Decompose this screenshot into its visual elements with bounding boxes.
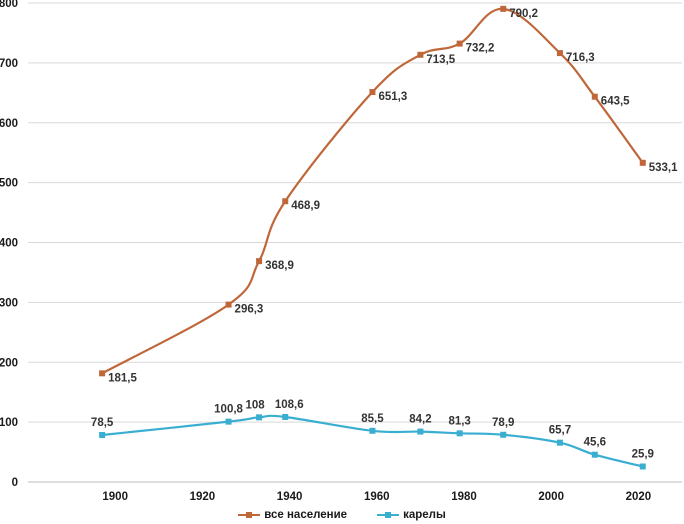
data-label-series-1-1933: 108 [245, 399, 265, 411]
axes: 0 100 200 300 400 500 600 700 800 1900 1920 1940 196… [0, 0, 651, 503]
series-1-marker-1970 [417, 428, 424, 435]
series-1-marker-2010 [591, 451, 598, 458]
series-line-0 [101, 7, 644, 375]
x-tick-label-1900: 1900 [102, 491, 128, 503]
series-0-marker-1979 [456, 40, 463, 47]
legend-entry-vse-naselenie: все население [238, 509, 347, 521]
data-label-series-1-2010: 45,6 [584, 437, 606, 449]
legend-label-vse-naselenie: все население [264, 509, 348, 521]
gridlines [28, 2, 682, 483]
series-line-1 [101, 414, 644, 468]
data-label-series-1-1897: 78,5 [91, 417, 114, 429]
data-label-series-0-1939: 468,9 [291, 200, 320, 212]
data-labels: 181,5 296,3 368,9 468,9 651,3 713,5 732,2 790,2… [91, 8, 678, 461]
series-1-marker-1989 [500, 431, 507, 438]
data-label-series-0-1959: 651,3 [378, 91, 407, 103]
series-0-marker-1959 [369, 89, 376, 96]
legend-entry-karely: карелы [377, 509, 446, 521]
data-label-series-1-1926: 100,8 [214, 404, 243, 416]
data-label-series-1-1959: 85,5 [361, 413, 384, 425]
series-0-marker-1926 [225, 301, 232, 308]
series-layer [99, 5, 646, 470]
x-tick-label-1980: 1980 [451, 491, 477, 503]
y-tick-label-500: 500 [0, 178, 18, 190]
data-label-series-1-1970: 84,2 [409, 414, 431, 426]
series-0-marker-2021 [639, 159, 646, 166]
series-1-marker-2002 [556, 439, 563, 446]
x-tick-label-1920: 1920 [190, 491, 216, 503]
data-label-series-0-2002: 716,3 [566, 52, 595, 64]
data-label-series-1-1989: 78,9 [492, 417, 514, 429]
y-tick-label-100: 100 [0, 417, 18, 429]
y-tick-label-300: 300 [0, 297, 18, 309]
data-label-series-1-2021: 25,9 [632, 448, 654, 460]
legend-swatch-vse-naselenie [238, 510, 261, 520]
series-0-marker-1970 [417, 51, 424, 58]
data-label-series-0-1897: 181,5 [108, 372, 137, 384]
y-tick-label-400: 400 [0, 238, 18, 250]
data-label-series-1-1979: 81,3 [448, 415, 470, 427]
series-0-marker-1897 [99, 370, 106, 377]
series-1-marker-1979 [456, 430, 463, 437]
series-1-marker-1933 [256, 414, 263, 421]
series-1-marker-1939 [282, 413, 289, 420]
y-tick-label-700: 700 [0, 58, 18, 70]
series-0-marker-1933 [256, 258, 263, 265]
series-0-marker-1989 [500, 5, 507, 12]
data-label-series-0-2021: 533,1 [649, 162, 678, 174]
x-tick-label-2000: 2000 [538, 491, 564, 503]
series-0-marker-2002 [556, 50, 563, 57]
series-0-marker-1939 [282, 198, 289, 205]
legend-label-karely: карелы [403, 509, 446, 521]
y-tick-label-600: 600 [0, 118, 18, 130]
data-label-series-1-1939: 108,6 [275, 399, 304, 411]
data-label-series-0-1989: 790,2 [509, 8, 538, 20]
series-1-marker-1926 [225, 418, 232, 425]
data-label-series-0-1979: 732,2 [466, 43, 495, 55]
data-label-series-1-2002: 65,7 [549, 425, 571, 437]
y-tick-label-200: 200 [0, 357, 18, 369]
x-tick-label-1940: 1940 [277, 491, 303, 503]
legend-swatch-karely [377, 510, 400, 520]
data-label-series-0-2010: 643,5 [601, 96, 630, 108]
line-chart: 0 100 200 300 400 500 600 700 800 1900 1920 1940 196… [0, 0, 682, 503]
series-1-marker-1897 [99, 431, 106, 438]
x-tick-label-1960: 1960 [364, 491, 390, 503]
series-1-marker-2021 [639, 463, 646, 470]
data-label-series-0-1970: 713,5 [426, 54, 455, 66]
x-tick-label-2020: 2020 [626, 491, 652, 503]
series-0-marker-2010 [591, 93, 598, 100]
data-label-series-0-1926: 296,3 [235, 304, 264, 316]
y-tick-label-800: 800 [0, 0, 18, 10]
data-label-series-0-1933: 368,9 [265, 260, 294, 272]
y-tick-label-0: 0 [12, 477, 18, 489]
series-1-marker-1959 [369, 427, 376, 434]
legend: все население карелы [0, 506, 684, 524]
